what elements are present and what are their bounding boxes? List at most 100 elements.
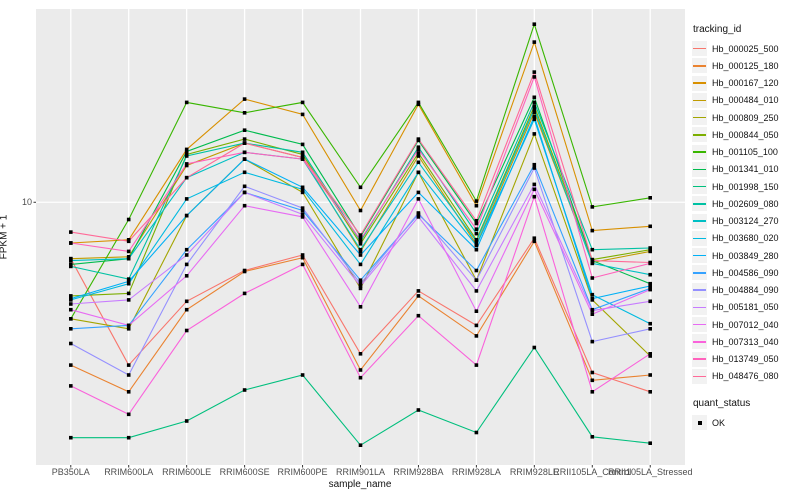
data-point-Hb_003124_270[interactable] [69, 258, 73, 263]
legend-item-Hb_001105_100[interactable]: Hb_001105_100 [692, 144, 798, 161]
data-point-Hb_048476_080[interactable] [358, 233, 363, 237]
data-point-Hb_004586_090[interactable] [474, 268, 479, 273]
data-point-Hb_007313_040[interactable] [184, 328, 189, 333]
data-point-Hb_004884_090[interactable] [532, 166, 537, 170]
data-point-Hb_000025_500[interactable] [126, 363, 131, 367]
legend-item-Hb_013749_050[interactable]: Hb_013749_050 [692, 351, 798, 368]
data-point-Hb_000484_010[interactable] [69, 256, 73, 261]
legend-item-Hb_005181_050[interactable]: Hb_005181_050 [692, 299, 798, 316]
data-point-Hb_007313_040[interactable] [590, 390, 595, 394]
legend-item-quant-ok[interactable]: OK [692, 414, 798, 431]
data-point-Hb_003849_280[interactable] [184, 213, 189, 218]
data-point-Hb_001998_150[interactable] [358, 443, 363, 447]
data-point-Hb_003680_020[interactable] [474, 243, 479, 248]
data-point-Hb_004884_090[interactable] [590, 339, 595, 344]
data-point-Hb_002609_080[interactable] [126, 277, 131, 281]
data-point-Hb_013749_050[interactable] [126, 249, 131, 254]
data-point-Hb_048476_080[interactable] [416, 137, 421, 141]
data-point-Hb_000125_180[interactable] [69, 363, 73, 367]
data-point-Hb_007012_040[interactable] [648, 287, 652, 292]
data-point-Hb_013749_050[interactable] [69, 241, 73, 245]
data-point-Hb_003849_280[interactable] [69, 296, 73, 301]
data-point-Hb_000125_180[interactable] [300, 255, 305, 260]
data-point-Hb_000167_120[interactable] [474, 203, 479, 208]
data-point-Hb_005181_050[interactable] [300, 212, 305, 217]
data-point-Hb_000809_250[interactable] [300, 190, 305, 195]
data-point-Hb_000125_180[interactable] [358, 368, 363, 372]
data-point-Hb_048476_080[interactable] [126, 239, 131, 244]
data-point-Hb_001998_150[interactable] [242, 388, 247, 392]
data-point-Hb_003680_020[interactable] [184, 197, 189, 201]
legend-item-Hb_003124_270[interactable]: Hb_003124_270 [692, 213, 798, 230]
data-point-Hb_001105_100[interactable] [358, 185, 363, 190]
data-point-Hb_000025_500[interactable] [474, 323, 479, 328]
data-point-Hb_001341_010[interactable] [300, 142, 305, 147]
data-point-Hb_048476_080[interactable] [532, 70, 537, 74]
data-point-Hb_005181_050[interactable] [416, 215, 421, 219]
data-point-Hb_007012_040[interactable] [416, 197, 421, 201]
legend-item-Hb_004884_090[interactable]: Hb_004884_090 [692, 282, 798, 299]
data-point-Hb_003849_280[interactable] [358, 253, 363, 257]
data-point-Hb_003124_270[interactable] [474, 239, 479, 244]
data-point-Hb_000025_500[interactable] [358, 352, 363, 356]
data-point-Hb_003849_280[interactable] [242, 157, 247, 161]
data-point-Hb_002609_080[interactable] [416, 145, 421, 149]
data-point-Hb_000484_010[interactable] [126, 255, 131, 259]
data-point-Hb_003680_020[interactable] [416, 170, 421, 175]
data-point-Hb_007012_040[interactable] [184, 274, 189, 278]
data-point-Hb_005181_050[interactable] [532, 182, 537, 187]
data-point-Hb_007012_040[interactable] [69, 307, 73, 312]
data-point-Hb_048476_080[interactable] [69, 230, 73, 234]
data-point-Hb_048476_080[interactable] [242, 141, 247, 145]
data-point-Hb_000844_050[interactable] [242, 137, 247, 141]
data-point-Hb_000125_180[interactable] [242, 269, 247, 274]
data-point-Hb_048476_080[interactable] [648, 260, 652, 265]
data-point-Hb_048476_080[interactable] [300, 155, 305, 160]
data-point-Hb_013749_050[interactable] [416, 147, 421, 152]
data-point-Hb_003849_280[interactable] [648, 284, 652, 288]
data-point-Hb_007012_040[interactable] [532, 187, 537, 192]
data-point-Hb_001998_150[interactable] [590, 435, 595, 439]
data-point-Hb_048476_080[interactable] [474, 219, 479, 223]
data-point-Hb_003124_270[interactable] [648, 272, 652, 277]
data-point-Hb_003849_280[interactable] [532, 114, 537, 119]
data-point-Hb_003680_020[interactable] [126, 281, 131, 286]
data-point-Hb_007012_040[interactable] [242, 203, 247, 208]
data-point-Hb_002609_080[interactable] [300, 150, 305, 155]
data-point-Hb_000809_250[interactable] [126, 327, 131, 331]
data-point-Hb_000844_050[interactable] [358, 242, 363, 246]
data-point-Hb_001998_150[interactable] [474, 430, 479, 435]
data-point-Hb_007012_040[interactable] [300, 215, 305, 219]
data-point-Hb_004586_090[interactable] [184, 247, 189, 252]
data-point-Hb_002609_080[interactable] [474, 231, 479, 236]
data-point-Hb_000025_500[interactable] [590, 370, 595, 375]
data-point-Hb_000025_500[interactable] [648, 390, 652, 394]
data-point-Hb_002609_080[interactable] [69, 264, 73, 269]
data-point-Hb_001998_150[interactable] [532, 345, 537, 350]
legend-item-Hb_000844_050[interactable]: Hb_000844_050 [692, 126, 798, 143]
data-point-Hb_001341_010[interactable] [242, 128, 247, 132]
data-point-Hb_013749_050[interactable] [590, 276, 595, 280]
data-point-Hb_002609_080[interactable] [184, 154, 189, 158]
data-point-Hb_004884_090[interactable] [242, 184, 247, 189]
data-point-Hb_001105_100[interactable] [126, 217, 131, 222]
legend-item-Hb_007313_040[interactable]: Hb_007313_040 [692, 333, 798, 350]
data-point-Hb_007012_040[interactable] [126, 323, 131, 328]
data-point-Hb_004884_090[interactable] [126, 373, 131, 377]
data-point-Hb_001105_100[interactable] [184, 100, 189, 105]
data-point-Hb_000025_500[interactable] [532, 236, 537, 240]
data-point-Hb_004884_090[interactable] [648, 327, 652, 331]
data-point-Hb_001998_150[interactable] [184, 419, 189, 423]
data-point-Hb_000167_120[interactable] [242, 97, 247, 101]
data-point-Hb_000809_250[interactable] [532, 132, 537, 136]
legend-item-Hb_000167_120[interactable]: Hb_000167_120 [692, 75, 798, 92]
data-point-Hb_000809_250[interactable] [648, 354, 652, 358]
data-point-Hb_001998_150[interactable] [300, 373, 305, 377]
data-point-Hb_001105_100[interactable] [648, 196, 652, 200]
data-point-Hb_000025_500[interactable] [300, 253, 305, 257]
data-point-Hb_000125_180[interactable] [474, 334, 479, 338]
data-point-Hb_001105_100[interactable] [532, 22, 537, 26]
data-point-Hb_003124_270[interactable] [358, 247, 363, 252]
data-point-Hb_003680_020[interactable] [358, 262, 363, 267]
data-point-Hb_004884_090[interactable] [416, 211, 421, 215]
